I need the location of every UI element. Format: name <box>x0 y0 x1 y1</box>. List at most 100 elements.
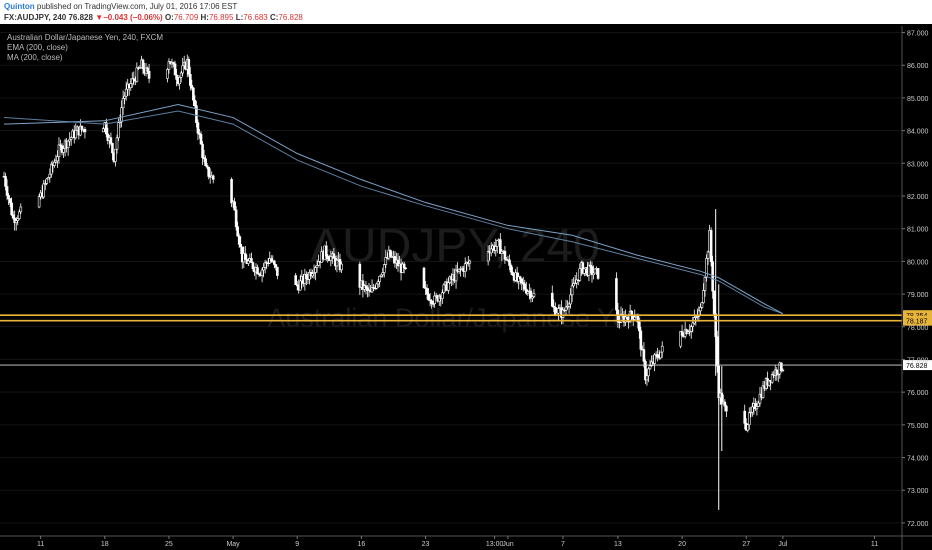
candle-body <box>499 239 502 254</box>
moving-averages <box>3 103 784 315</box>
candle-body <box>639 330 643 350</box>
candle-body <box>424 287 427 289</box>
candle-body <box>115 137 119 150</box>
candle-body <box>526 291 530 294</box>
candle-body <box>276 266 279 276</box>
candle-body <box>494 246 498 251</box>
candle-body <box>57 144 61 157</box>
candle-body <box>298 280 302 291</box>
author-link[interactable]: Quinton <box>4 2 35 11</box>
high-value: 76.895 <box>208 13 234 22</box>
watermark-symbol: AUDJPY, 240 <box>310 220 600 273</box>
candle-body <box>147 70 151 79</box>
candle-body <box>431 303 435 305</box>
candle-body <box>202 157 206 160</box>
candle-body <box>468 260 472 264</box>
candle-body <box>749 411 753 414</box>
candle-body <box>628 310 632 323</box>
y-tick-label: 79.000 <box>907 292 929 299</box>
candle-body <box>79 125 82 136</box>
candle-body <box>648 365 652 370</box>
candle-body <box>105 122 108 135</box>
current-price-tag <box>903 360 932 371</box>
y-axis[interactable]: 87.000 86.000 85.000 84.000 83.000 82.000 81.0… <box>901 26 929 550</box>
candle-body <box>211 175 215 180</box>
close-label: C: <box>269 13 279 22</box>
candle-body <box>761 385 765 398</box>
candle-body <box>396 259 400 267</box>
candle-body <box>239 244 243 248</box>
candle-body <box>106 133 110 141</box>
candle-body <box>195 105 198 123</box>
y-tick-label: 83.000 <box>907 161 929 168</box>
candle-body <box>381 272 385 276</box>
symbol-label[interactable]: FX:AUDJPY, 240 <box>4 13 67 22</box>
candle-body <box>326 255 330 260</box>
y-tick-label: 82.000 <box>907 194 929 201</box>
legend-ema[interactable]: EMA (200, close) <box>7 43 68 52</box>
candle-body <box>273 260 276 265</box>
candle-body <box>590 266 594 275</box>
candle-body <box>503 250 507 260</box>
candle-body <box>179 72 183 78</box>
candle-body <box>201 143 204 158</box>
candle-body <box>66 140 70 148</box>
y-tick-label: 75.000 <box>907 423 929 430</box>
watermark-name: Australian Dollar/Japanese Yen <box>267 303 642 333</box>
candle-body <box>124 88 128 97</box>
candle-body <box>129 83 133 89</box>
candle-body <box>644 361 647 381</box>
legend-title[interactable]: Australian Dollar/Japanese Yen, 240, FXC… <box>7 33 164 42</box>
price-chart[interactable]: AUDJPY, 240 Australian Dollar/Japanese Y… <box>0 24 932 550</box>
ema-line <box>3 110 784 315</box>
candle-body <box>680 331 684 336</box>
x-tick-label: 13 <box>614 541 622 548</box>
candle-body <box>592 272 595 275</box>
candle-body <box>705 258 708 278</box>
x-tick-label: 11 <box>871 541 878 548</box>
candle-body <box>776 373 780 376</box>
candle-body <box>243 253 247 260</box>
y-tick-label: 76.000 <box>907 390 929 397</box>
y-tick-label: 74.000 <box>907 456 929 463</box>
candle-body <box>636 315 640 323</box>
open-value: 76.709 <box>173 13 199 22</box>
candle-body <box>10 202 13 216</box>
candle-body <box>593 268 597 274</box>
candles <box>2 54 785 510</box>
candle-body <box>656 354 659 358</box>
candle-body <box>583 268 586 274</box>
candle-body <box>54 160 58 163</box>
support-price-tag <box>903 315 932 326</box>
candle-body <box>699 307 702 312</box>
x-tick-label: 27 <box>742 541 750 548</box>
candle-body <box>495 240 499 247</box>
chart-background <box>0 24 932 550</box>
candle-body <box>234 209 238 228</box>
candle-body <box>236 226 239 237</box>
y-tick-label: 81.000 <box>907 227 929 234</box>
candle-body <box>172 62 175 65</box>
candle-body <box>74 130 78 139</box>
legend-ma[interactable]: MA (200, close) <box>7 53 63 62</box>
candle-body <box>260 269 264 276</box>
candle-body <box>121 98 125 109</box>
candle-body <box>767 380 771 386</box>
candle-body <box>581 262 585 274</box>
candle-body <box>233 201 236 211</box>
candle-body <box>178 77 181 84</box>
candle-body <box>638 321 641 332</box>
candle-body <box>114 148 117 162</box>
candle-body <box>11 214 15 219</box>
candle-body <box>247 260 250 264</box>
candle-body <box>715 336 719 367</box>
candle-body <box>691 322 695 327</box>
price-change: ▼−0.043 (−0.06%) <box>95 13 163 22</box>
candle-body <box>312 272 316 274</box>
candle-body <box>660 345 664 353</box>
candle-body <box>689 326 693 332</box>
candle-body <box>509 265 513 273</box>
candle-body <box>647 368 650 377</box>
candle-body <box>500 251 504 254</box>
